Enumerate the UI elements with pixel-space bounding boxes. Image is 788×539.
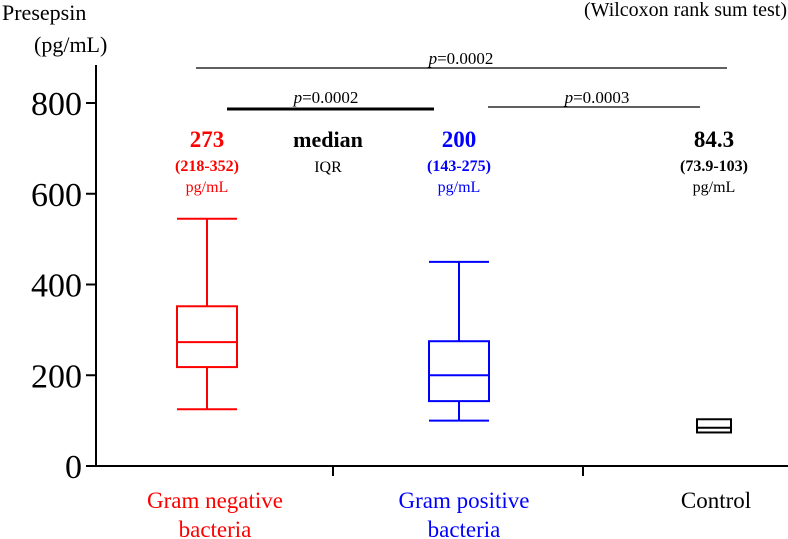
comparison-p-value: p=0.0003 [564,88,630,107]
unit-label: pg/mL [438,179,481,196]
y-tick-label: 600 [31,177,82,214]
p-value-text: =0.0003 [573,88,629,107]
median-value-label: 200 [442,127,477,152]
p-symbol: p [293,88,303,107]
p-value-text: =0.0002 [302,88,358,107]
unit-label: pg/mL [693,179,736,196]
group-label-line1: Gram positive [399,488,530,513]
iqr-box [176,305,238,369]
box-series [176,217,732,434]
p-symbol: p [564,88,574,107]
p-value-text: =0.0002 [437,49,493,68]
statistical-test-note: (Wilcoxon rank sum test) [584,0,787,21]
group-label-line2: bacteria [179,517,252,539]
comparison-p-value: p=0.0002 [293,88,359,107]
y-tick-label: 200 [31,358,82,395]
axes: 0 200 400 600 800 [31,65,788,486]
group-label-line2: bacteria [428,517,501,539]
comparison-p-value: p=0.0002 [428,49,494,68]
group-labels: Gram negative bacteria Gram positive bacter… [147,488,751,539]
iqr-box [428,340,490,403]
group-label-line1: Gram negative [147,488,283,513]
y-tick-label: 800 [31,86,82,123]
y-axis-title-line1: Presepsin [2,0,86,25]
y-tick-label: 0 [65,449,82,486]
iqr-box [696,418,732,434]
median-value-label: 84.3 [694,127,734,152]
median-value-label: 273 [190,127,225,152]
median-key-label: median [293,127,363,152]
group-label-line1: Control [681,488,751,513]
iqr-value-label: (73.9-103) [680,158,748,175]
median-iqr-annotations: 273 (218-352) pg/mL 200 (143-275) pg/mL 84.3 (7… [175,127,748,196]
p-symbol: p [428,49,438,68]
unit-label: pg/mL [186,179,229,196]
iqr-value-label: (218-352) [175,158,239,175]
y-tick-label: 400 [31,268,82,305]
iqr-value-label: (143-275) [427,158,491,175]
y-axis-title-line2: (pg/mL) [34,32,107,57]
iqr-key-label: IQR [314,159,342,176]
